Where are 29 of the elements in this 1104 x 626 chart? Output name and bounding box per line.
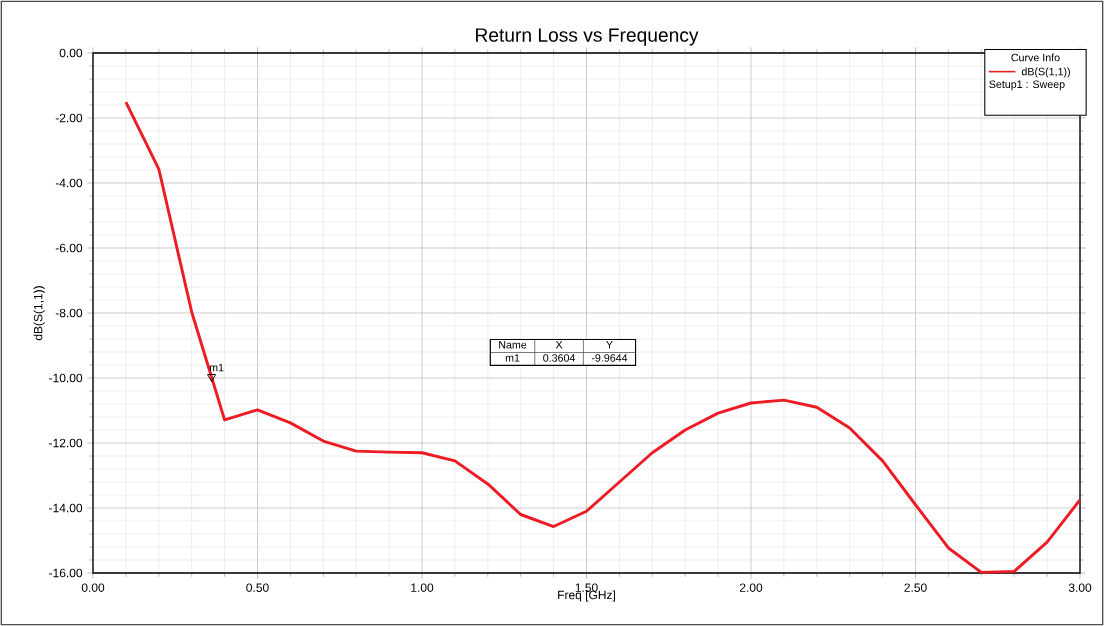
chart-title: Return Loss vs Frequency [476, 28, 699, 46]
y-axis-title: dB(S(1,1)) [33, 286, 45, 341]
annotation: m1 [505, 354, 520, 362]
y-tick-label: -16.00 [49, 568, 83, 578]
line-series [124, 100, 1082, 574]
x-tick-label: 0.00 [81, 583, 105, 592]
annotation: -9.9644 [591, 354, 628, 362]
y-tick-label: -8.00 [55, 308, 83, 318]
x-tick-label: 2.50 [904, 583, 927, 592]
y-tick-label: -6.00 [55, 243, 83, 253]
y-tick-label: -12.00 [49, 438, 83, 448]
annotation: 0.3604 [543, 354, 576, 362]
legend-title: Curve Info [1011, 53, 1060, 62]
x-tick-label: 3.00 [1068, 583, 1092, 592]
y-tick-label: -10.00 [49, 373, 83, 383]
y-tick-label: 0.00 [59, 48, 83, 58]
x-tick-label: 1.50 [575, 583, 598, 592]
x-tick-label: 0.50 [246, 583, 269, 592]
annotation: Y [606, 341, 613, 349]
y-tick-label: -14.00 [49, 503, 83, 513]
annotation: Setup1 : Sweep [989, 80, 1065, 91]
annotation: Name [499, 341, 527, 349]
legend-label: dB(S(1,1)) [1021, 67, 1070, 78]
y-tick-label: -4.00 [55, 178, 83, 188]
x-tick-label: 2.00 [739, 583, 763, 592]
annotation: X [555, 341, 563, 349]
y-tick-label: -2.00 [55, 113, 83, 123]
series-label: m1 [209, 363, 224, 372]
x-tick-label: 1.00 [411, 583, 434, 592]
